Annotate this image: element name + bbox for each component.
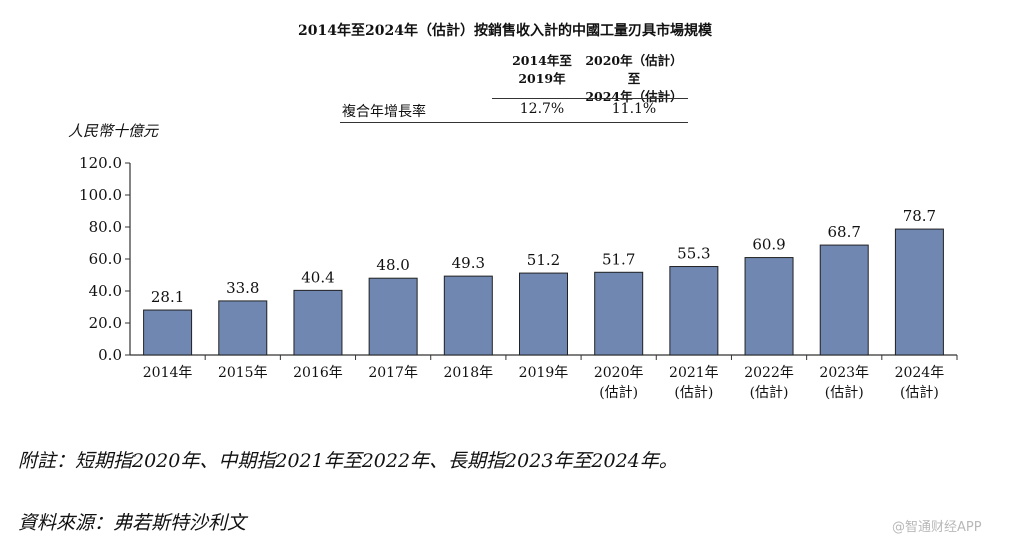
x-tick-label: 2017年 [368, 365, 418, 381]
x-tick-label: 2018年 [443, 365, 493, 381]
x-tick-label: 2022年 [744, 365, 794, 381]
x-tick-label: 2015年 [218, 365, 268, 381]
bar [894, 228, 944, 356]
cagr-header-2020-2024: 2020年（估計）至 2024年（估計） [585, 53, 683, 104]
cagr-value-2020-2024: 11.1% [611, 101, 657, 117]
bar [744, 257, 794, 356]
bar-chart: 0.0 20.0 40.0 60.0 80.0 100.0 120.0 28.1 2014年 33… [79, 154, 958, 401]
cagr-rule-bottom [340, 122, 688, 123]
cagr-value-2014-2019: 12.7% [519, 101, 565, 117]
x-tick-label: 2024年 [895, 365, 945, 381]
watermark: @智通财经APP [892, 520, 982, 535]
bar [519, 272, 568, 356]
y-tick-label: 20.0 [89, 314, 122, 332]
y-axis-unit-label: 人民幣十億元 [68, 122, 159, 140]
x-tick-label: (估計) [674, 385, 713, 401]
bar-value-label: 40.4 [301, 268, 334, 286]
x-tick-label: 2016年 [293, 365, 343, 381]
bar-value-label: 51.7 [602, 250, 635, 268]
y-tick-label: 40.0 [89, 282, 122, 300]
y-tick-label: 80.0 [89, 218, 122, 236]
bar [669, 266, 719, 356]
bar [443, 275, 493, 356]
x-tick-label: (估計) [750, 385, 789, 401]
x-tick-label: (估計) [900, 385, 939, 401]
cagr-header-2014-2019: 2014年至 2019年 [512, 53, 572, 86]
bar-value-label: 55.3 [677, 245, 710, 263]
bar [143, 309, 193, 356]
x-tick-label: (估計) [599, 385, 638, 401]
cagr-rule-top [492, 98, 688, 99]
bar [293, 289, 343, 356]
y-tick-label: 100.0 [79, 186, 122, 204]
bar-value-label: 49.3 [452, 254, 485, 272]
bar [819, 244, 869, 356]
footnote: 附註：短期指2020年、中期指2021年至2022年、長期指2023年至2024… [18, 450, 678, 472]
x-tick-label: (估計) [825, 385, 864, 401]
bar-value-label: 51.2 [527, 251, 560, 269]
y-tick-label: 120.0 [79, 154, 122, 172]
bar-value-label: 28.1 [151, 288, 184, 306]
y-tick-label: 0.0 [98, 346, 122, 364]
y-tick-label: 60.0 [89, 250, 122, 268]
bar [218, 300, 268, 356]
source-note: 資料來源：弗若斯特沙利文 [18, 512, 247, 534]
x-tick-label: 2019年 [519, 365, 569, 381]
chart-title: 2014年至2024年（估計）按銷售收入計的中國工量刃具市場規模 [298, 23, 712, 39]
x-tick-label: 2020年 [594, 365, 644, 381]
bar-value-label: 60.9 [752, 236, 785, 254]
bar-value-label: 48.0 [376, 256, 409, 274]
x-tick-label: 2021年 [669, 365, 719, 381]
bar [368, 277, 418, 356]
x-tick-label: 2023年 [819, 365, 869, 381]
bar-value-label: 33.8 [226, 279, 259, 297]
cagr-row-label: 複合年增長率 [342, 104, 426, 120]
bar [594, 271, 644, 356]
bar-value-label: 68.7 [828, 223, 861, 241]
x-tick-label: 2014年 [143, 365, 193, 381]
bar-value-label: 78.7 [903, 207, 936, 225]
